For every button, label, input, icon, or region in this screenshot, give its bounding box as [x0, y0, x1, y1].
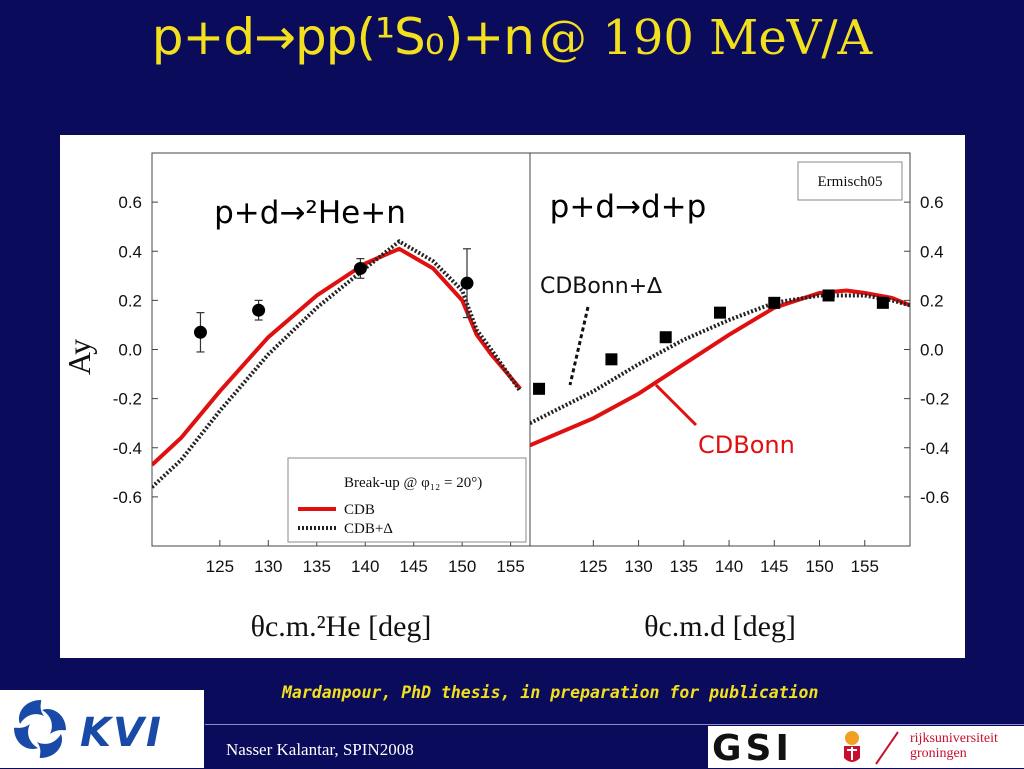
panel1-xtick-label: 125 [206, 557, 234, 576]
kvi-logo: KVI [0, 690, 204, 768]
title-energy: @ 190 MeV/A [539, 10, 873, 66]
annotation-cdbonn: CDBonn [698, 431, 795, 459]
panel1-data-point [353, 261, 367, 275]
panel2-data-point [876, 296, 889, 309]
gsi-logo: GSI [708, 726, 836, 769]
panel2-data-point [659, 331, 672, 344]
panel2-xtick-label: 145 [760, 557, 788, 576]
panel1-ytick-label: -0.4 [113, 439, 142, 458]
panel2-ytick-label: 0.0 [920, 341, 944, 360]
panel2-xtick-label: 130 [624, 557, 652, 576]
panel2-xtick-label: 155 [851, 557, 879, 576]
rug-logo: rijksuniversiteit groningen [836, 726, 1024, 768]
kvi-logo-text: KVI [80, 710, 163, 756]
ermisch-label: Ermisch05 [818, 174, 883, 190]
panel2-data-point [714, 306, 726, 319]
title-reaction: p+d→pp(¹S₀)+n [151, 8, 535, 66]
panel1-panel-title: p+d→²He+n [214, 195, 406, 231]
slide-title: p+d→pp(¹S₀)+n @ 190 MeV/A [0, 8, 1024, 66]
panel1-series-cdb [152, 246, 522, 467]
panel2-ytick-label: -0.2 [920, 390, 949, 409]
annotation-cdbonn-delta: CDBonn+∆ [540, 274, 662, 299]
panel2-xtick-label: 125 [579, 557, 607, 576]
panel2-data-point [768, 296, 781, 309]
rug-crest-icon [844, 731, 899, 765]
panel1-ytick-label: -0.6 [113, 488, 142, 507]
legend-cdb-delta-label: CDB+Δ [344, 521, 393, 537]
panel1-xtick-label: 155 [496, 557, 524, 576]
gsi-logo-text: GSI [712, 728, 793, 769]
asymmetry-chart: 0.6 0.4 0.2 0.0 -0.2 -0.4 -0.6 125 130 135 140 145 1… [61, 152, 949, 643]
annotation-cdbonn-delta-pointer [568, 306, 590, 386]
panel2-data-point [605, 353, 618, 366]
panel2-ytick-label: 0.6 [920, 193, 944, 212]
panel1-ytick-label: -0.2 [113, 390, 142, 409]
ermisch-box [797, 161, 903, 201]
panel1-xtick-label: 145 [400, 557, 428, 576]
panel2-xtick-label: 150 [805, 557, 833, 576]
panel2-xtick-label: 140 [715, 557, 743, 576]
citation: Mardanpour, PhD thesis, in preparation f… [282, 683, 819, 702]
panel1-ytick-label: 0.0 [118, 341, 142, 360]
panel1-ytick-label: 0.6 [118, 193, 142, 212]
footer-author: Nasser Kalantar, SPIN2008 [226, 740, 414, 759]
panel1-xtick-label: 150 [448, 557, 476, 576]
panel1-xtick-label: 140 [351, 557, 379, 576]
panel2-data-point [822, 289, 835, 302]
legend-title: Break-up @ φ₁₂ = 20°) [344, 475, 482, 491]
panel2-ytick-label: 0.4 [920, 242, 944, 261]
kvi-swirl-icon [14, 700, 66, 758]
annotation-cdbonn-pointer [654, 383, 698, 427]
panel1-data-point [193, 325, 207, 339]
ylabel-ay: Ay [61, 339, 97, 375]
rug-logo-text: rijksuniversiteit groningen [910, 731, 998, 761]
panel1-series-cdb- [152, 238, 522, 489]
panel2-data-point [533, 382, 546, 395]
panel2-panel-title: p+d→d+p [550, 189, 707, 225]
legend-cdb-label: CDB [344, 502, 375, 518]
footer-divider [205, 724, 1024, 725]
panel1-ytick-label: 0.2 [118, 291, 142, 310]
panel2-xtick-label: 135 [670, 557, 698, 576]
figure-panel: 0.6 0.4 0.2 0.0 -0.2 -0.4 -0.6 125 130 135 140 145 1… [60, 135, 965, 658]
panel1-ytick-label: 0.4 [118, 242, 142, 261]
panel1-data-point [460, 276, 474, 290]
panel2-ytick-label: -0.4 [920, 439, 949, 458]
panel2-ytick-label: -0.6 [920, 488, 949, 507]
panel1-xtick-label: 130 [254, 557, 282, 576]
panel2-ytick-label: 0.2 [920, 291, 944, 310]
panel1-xtick-label: 135 [303, 557, 331, 576]
panel1-data-point [252, 303, 266, 317]
panel1-xlabel: θc.m.²He [deg] [251, 610, 432, 643]
panel2-xlabel: θc.m.d [deg] [644, 610, 796, 643]
